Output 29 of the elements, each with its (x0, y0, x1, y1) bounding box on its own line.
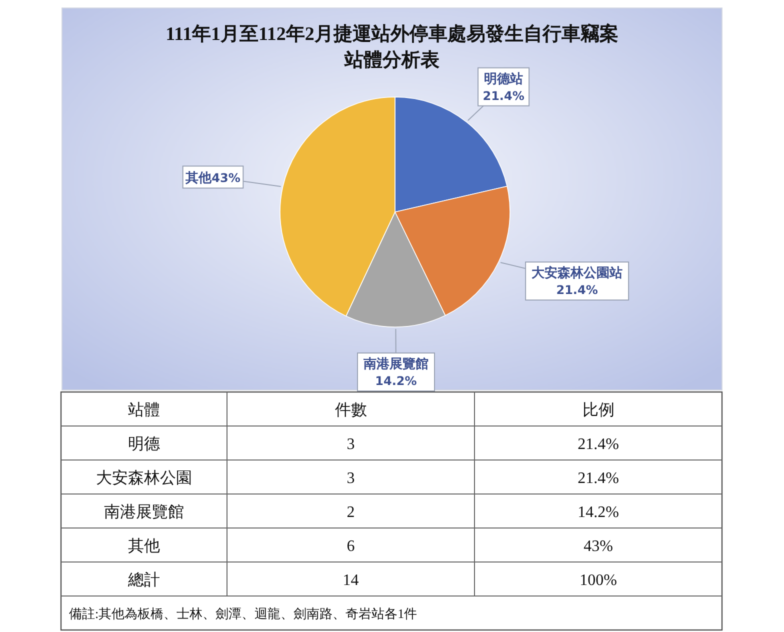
data-label: 3 (346, 470, 355, 487)
series-label: 件數 (334, 402, 367, 419)
data-label: 14.2% (578, 504, 619, 521)
text: 備註:其他為板橋、士林、劍潭、迴龍、劍南路、奇岩站各1件 (69, 606, 418, 621)
chart-title: 111年1月至112年2月捷運站外停車處易發生自行車竊案 (166, 23, 618, 45)
slice-label: 南港展覽館 (362, 356, 429, 372)
category-label: 明德 (128, 436, 160, 453)
slice-label: 其他 (184, 171, 213, 186)
data-label: 21.4% (482, 88, 524, 103)
category-label: 大安森林公園 (96, 469, 192, 487)
slice-label: 明德站 (484, 72, 524, 87)
slice-label: 大安森林公園站 (532, 265, 623, 282)
category-label: 總計 (127, 571, 160, 589)
data-label: 21.4% (556, 283, 598, 298)
data-label: 100% (580, 572, 617, 589)
data-label: 21.4% (578, 470, 619, 487)
text: 比例 (582, 401, 614, 419)
text: 站體 (128, 401, 160, 419)
data-label: 43% (584, 538, 613, 555)
category-label: 其他 (128, 537, 160, 555)
data-label: 21.4% (578, 436, 619, 453)
data-label: 6 (346, 538, 355, 555)
data-label: 14 (342, 572, 359, 589)
category-label: 南港展覽館 (104, 503, 184, 521)
data-label: 3 (346, 436, 355, 453)
chart-subtitle: 站體分析表 (344, 49, 440, 71)
data-label: 43% (212, 171, 240, 186)
data-label: 2 (346, 504, 355, 521)
data-label: 14.2% (375, 374, 417, 388)
